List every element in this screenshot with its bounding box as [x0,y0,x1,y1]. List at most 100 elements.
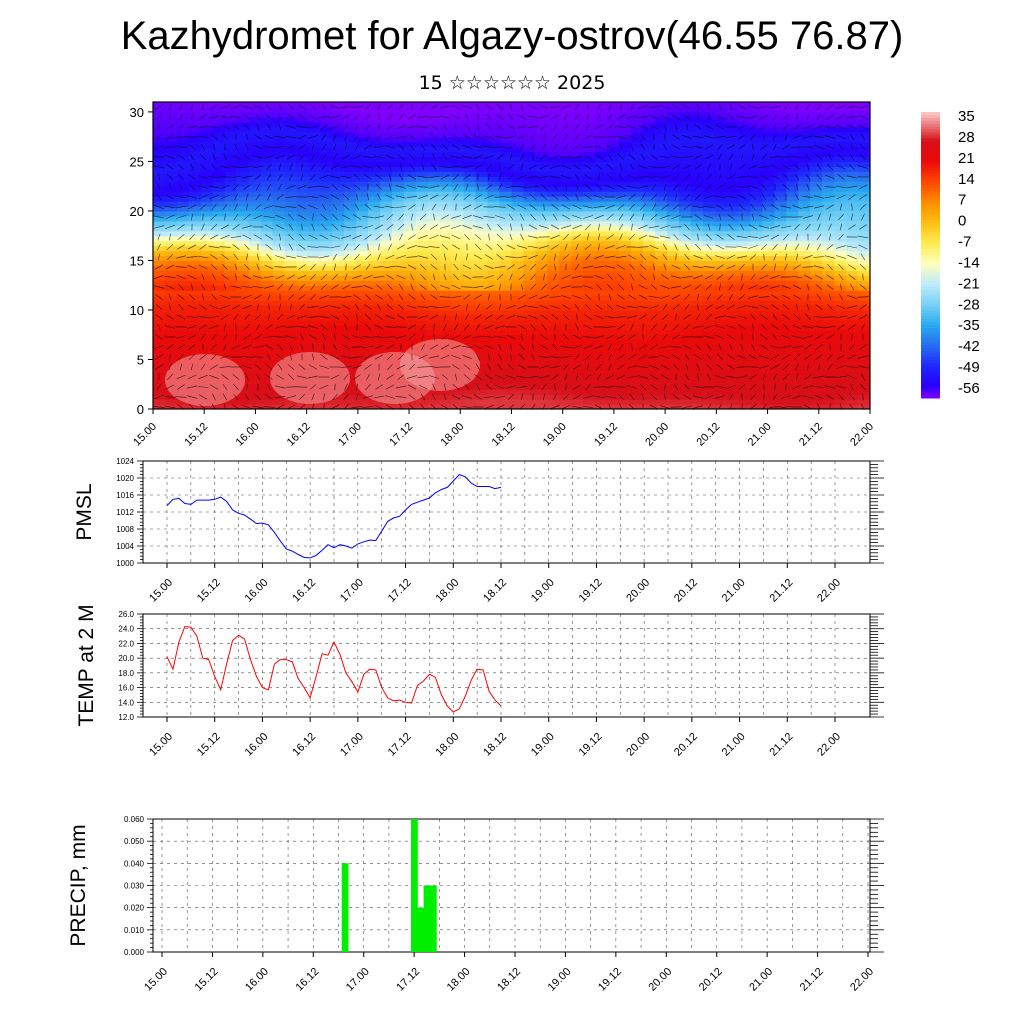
heatmap-cell [308,225,321,232]
heatmap-cell [547,220,560,227]
heatmap-cell [607,181,620,187]
heatmap-cell [392,161,405,167]
heatmap-cell [583,334,596,341]
heatmap-cell [678,290,692,296]
heatmap-cell [690,270,704,276]
heatmap-cell [475,166,489,172]
heatmap-cell [212,265,226,271]
heatmap-cell [511,374,525,380]
heatmap-cell [320,260,333,266]
wind-barb [318,116,330,118]
wind-barb [275,154,285,160]
wind-barb [464,233,470,241]
wind-barb [242,304,252,310]
heatmap-cell [846,354,859,361]
heatmap-cell [463,280,477,286]
heatmap-cell [284,349,297,356]
heatmap-cell [666,374,680,380]
heatmap-cell [798,394,811,400]
heatmap-cell [583,399,596,405]
wind-barb [286,314,296,320]
heatmap-cell [439,151,453,158]
wind-barb [527,375,539,379]
heatmap-cell [224,116,238,123]
heatmap-cell [846,121,859,128]
heatmap-cell [714,220,728,227]
heatmap-cell [439,334,453,341]
heatmap-cell [607,309,620,316]
wind-barb [190,113,194,121]
heatmap-cell [607,305,620,311]
wind-barb [444,253,446,261]
heatmap-cell [547,255,560,262]
heatmap-cell [392,205,405,212]
heatmap-cell [726,166,740,172]
wind-barb [593,395,605,399]
heatmap-cell [439,141,453,148]
heatmap-cell [463,106,477,113]
heatmap-cell [475,295,489,301]
heatmap-cell [678,280,692,286]
heatmap-cell [595,230,608,237]
heatmap-cell [380,260,393,266]
wind-barb [343,243,349,251]
heatmap-cell [786,186,799,192]
heatmap-cell [272,305,286,311]
heatmap-cell [403,102,417,108]
wind-barb [300,343,304,351]
heatmap-cell [738,285,752,291]
wind-barb [210,223,218,231]
heatmap-cell [487,250,501,257]
heatmap-cell [631,404,644,409]
heatmap-cell [726,171,740,177]
heatmap-cell [726,384,740,390]
heatmap-cell [583,215,596,222]
heatmap-cell [176,285,190,291]
heatmap-cell [559,319,572,326]
heatmap-cell [200,121,214,128]
heatmap-cell [511,116,525,123]
heatmap-cell [559,201,572,207]
heatmap-cell [571,215,584,222]
heatmap-cell [774,399,787,405]
heatmap-cell [320,300,333,306]
heatmap-cell [188,131,202,138]
wind-barb [188,293,196,301]
heatmap-cell [702,245,716,252]
heatmap-cell [356,106,369,113]
wind-barb [212,153,216,161]
heatmap-cell [631,151,644,158]
heatmap-cell [750,181,764,187]
heatmap-cell [487,260,501,266]
heatmap-cell [822,255,835,262]
wind-barb [488,293,490,301]
heatmap-cell [344,265,357,271]
heatmap-cell [499,394,513,400]
heatmap-cell [822,250,835,257]
heatmap-cell [798,349,811,356]
heatmap-cell [774,354,787,361]
wind-barb [520,213,524,221]
heatmap-cell [487,181,501,187]
wind-barb [530,143,536,151]
wind-barb [312,143,314,151]
wind-barb [275,214,285,220]
heatmap-cell [392,285,405,291]
heatmap-cell [583,111,596,118]
heatmap-cell [858,131,870,138]
heatmap-cell [475,111,489,118]
heatmap-cell [511,319,525,326]
heatmap-cell [392,329,405,336]
heatmap-cell [344,106,357,113]
heatmap-cell [284,156,297,163]
heatmap-cell [475,324,489,331]
heatmap-cell [583,255,596,262]
heatmap-cell [296,146,309,153]
heatmap-cell [559,205,572,212]
wind-barb [189,153,195,161]
heatmap-cell [212,339,226,346]
heatmap-cell [487,171,501,177]
heatmap-cell [487,384,501,390]
heatmap-cell [822,166,835,172]
heatmap-cell [475,374,489,380]
